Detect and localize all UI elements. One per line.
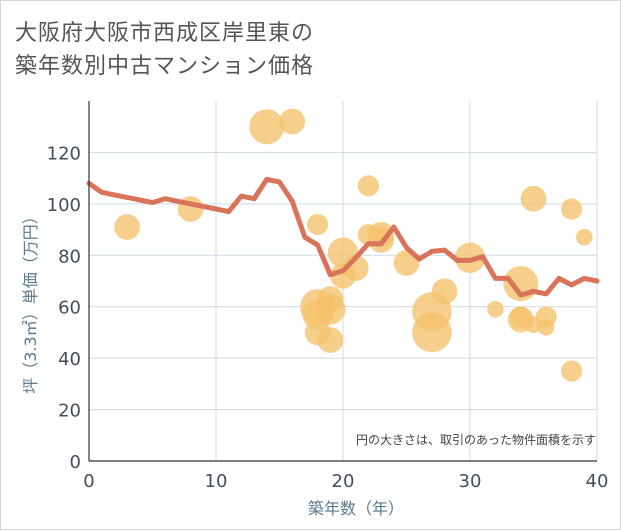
bubble-point [576,228,593,246]
bubble-point [487,300,504,318]
y-tick-label: 60 [58,298,81,319]
bubble-point [412,312,452,353]
x-tick-label: 40 [586,471,609,492]
y-tick-label: 0 [70,452,81,473]
bubble-point [249,109,285,145]
y-tick-label: 20 [58,401,81,422]
x-tick-label: 30 [459,471,482,492]
title-line-2: 築年数別中古マンション価格 [15,54,315,79]
bubble-point [114,214,140,240]
trend-line [86,176,600,298]
y-tick-label: 100 [47,195,81,216]
bubble-point [279,108,306,135]
bubble-series [114,108,593,382]
bubble-point [537,318,555,336]
bubble-point [317,327,344,354]
bubble-point [561,360,583,382]
size-note: 円の大きさは、取引のあった物件面積を示す [356,432,596,447]
bubble-point [315,294,346,325]
y-axis-label: 坪（3.3㎡）単価（万円） [21,208,40,393]
x-tick-label: 20 [332,471,355,492]
axes [88,101,597,462]
y-tick-label: 40 [58,349,81,370]
bubble-point [520,185,547,212]
x-tick-label: 0 [83,471,94,492]
title-line-1: 大阪府大阪市西成区岸里東の [15,21,315,46]
bubble-point [357,175,379,197]
y-tick-label: 80 [58,246,81,267]
x-tick-label: 10 [205,471,228,492]
bubble-point [431,278,458,305]
bubble-point [561,198,583,220]
x-axis-label: 築年数（年） [308,499,404,518]
chart-title: 大阪府大阪市西成区岸里東の 築年数別中古マンション価格 [15,17,314,83]
bubble-point [307,213,329,236]
tick-labels: 0 10 20 30 40 0 20 40 60 80 100 120 [47,143,609,492]
y-tick-label: 120 [47,143,81,164]
